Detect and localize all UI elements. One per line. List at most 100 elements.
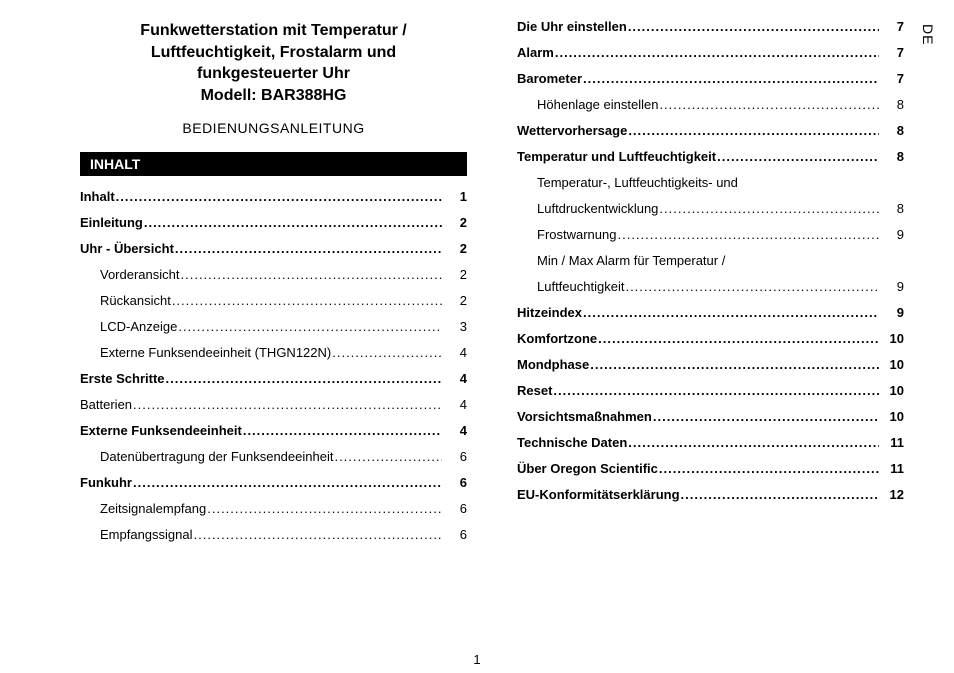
toc-label: Hitzeindex	[517, 306, 582, 319]
toc-page-number: 6	[443, 450, 467, 463]
toc-leader-dots	[166, 372, 442, 385]
toc-entry: Datenübertragung der Funksendeeinheit6	[80, 450, 467, 463]
toc-page-number: 11	[880, 462, 904, 475]
toc-label: Externe Funksendeeinheit	[80, 424, 242, 437]
toc-leader-dots	[681, 488, 879, 501]
toc-leader-dots	[598, 332, 879, 345]
title-line: Modell: BAR388HG	[80, 85, 467, 107]
toc-leader-dots	[659, 202, 879, 215]
toc-label: Komfortzone	[517, 332, 597, 345]
toc-page-number: 10	[880, 410, 904, 423]
toc-leader-dots	[144, 216, 442, 229]
toc-leader-dots	[617, 228, 879, 241]
toc-entry: Rückansicht 2	[80, 294, 467, 307]
toc-entry: Alarm 7	[517, 46, 904, 59]
toc-page-number: 10	[880, 332, 904, 345]
toc-page-number: 2	[443, 294, 467, 307]
toc-entry: Mondphase 10	[517, 358, 904, 371]
toc-label: Vorsichtsmaßnahmen	[517, 410, 652, 423]
toc-page-number: 8	[880, 98, 904, 111]
toc-page-number: 7	[880, 46, 904, 59]
toc-label: Empfangssignal	[80, 528, 193, 541]
product-title: Funkwetterstation mit Temperatur / Luftf…	[80, 20, 467, 106]
toc-leader-dots	[178, 320, 442, 333]
toc-entry: Uhr - Übersicht 2	[80, 242, 467, 255]
toc-leader-dots	[555, 46, 879, 59]
toc-entry: Inhalt1	[80, 190, 467, 203]
toc-page-number: 11	[880, 436, 904, 449]
toc-page-number: 2	[443, 268, 467, 281]
toc-leader-dots	[133, 476, 442, 489]
toc-label: Einleitung	[80, 216, 143, 229]
toc-leader-dots	[133, 398, 442, 411]
toc-label: Frostwarnung	[517, 228, 616, 241]
toc-page-number: 8	[880, 202, 904, 215]
toc-entry: Min / Max Alarm für Temperatur /	[517, 254, 904, 267]
toc-label: Höhenlage einstellen	[517, 98, 658, 111]
toc-entry: Externe Funksendeeinheit 4	[80, 424, 467, 437]
title-line: Luftfeuchtigkeit, Frostalarm und	[80, 42, 467, 64]
toc-leader-dots	[334, 450, 442, 463]
toc-entry: Luftfeuchtigkeit 9	[517, 280, 904, 293]
toc-label: Wettervorhersage	[517, 124, 627, 137]
toc-page-number: 8	[880, 150, 904, 163]
toc-entry: Zeitsignalempfang 6	[80, 502, 467, 515]
toc-page-number: 9	[880, 306, 904, 319]
toc-entry: Hitzeindex 9	[517, 306, 904, 319]
toc-label: Luftfeuchtigkeit	[517, 280, 624, 293]
page-number: 1	[0, 652, 954, 667]
toc-leader-dots	[207, 502, 442, 515]
toc-page-number: 8	[880, 124, 904, 137]
toc-entry: Erste Schritte 4	[80, 372, 467, 385]
toc-entry: Reset 10	[517, 384, 904, 397]
toc-leader-dots	[553, 384, 879, 397]
toc-entry: Über Oregon Scientific 11	[517, 462, 904, 475]
toc-entry: Temperatur und Luftfeuchtigkeit 8	[517, 150, 904, 163]
toc-label: Technische Daten	[517, 436, 627, 449]
toc-entry: EU-Konformitätserklärung 12	[517, 488, 904, 501]
toc-leader-dots	[625, 280, 879, 293]
toc-page-number: 1	[443, 190, 467, 203]
title-line: funkgesteuerter Uhr	[80, 63, 467, 85]
toc-entry: Frostwarnung 9	[517, 228, 904, 241]
toc-entry: Funkuhr 6	[80, 476, 467, 489]
toc-label: Alarm	[517, 46, 554, 59]
toc-leader-dots	[659, 98, 879, 111]
toc-page-number: 6	[443, 476, 467, 489]
toc-label: EU-Konformitätserklärung	[517, 488, 680, 501]
toc-entry: Die Uhr einstellen 7	[517, 20, 904, 33]
toc-label: Min / Max Alarm für Temperatur /	[517, 254, 725, 267]
toc-leader-dots	[659, 462, 879, 475]
toc-entry: Luftdruckentwicklung 8	[517, 202, 904, 215]
toc-label: Uhr - Übersicht	[80, 242, 174, 255]
right-column: Die Uhr einstellen 7Alarm 7Barometer 7Hö…	[517, 20, 904, 554]
toc-list-right: Die Uhr einstellen 7Alarm 7Barometer 7Hö…	[517, 20, 904, 501]
toc-leader-dots	[194, 528, 443, 541]
toc-label: Reset	[517, 384, 552, 397]
toc-label: Externe Funksendeeinheit (THGN122N)	[80, 346, 331, 359]
toc-page-number: 12	[880, 488, 904, 501]
toc-leader-dots	[243, 424, 442, 437]
title-line: Funkwetterstation mit Temperatur /	[80, 20, 467, 42]
toc-leader-dots	[332, 346, 442, 359]
toc-page-number: 7	[880, 72, 904, 85]
toc-page-number: 4	[443, 372, 467, 385]
toc-entry: Vorsichtsmaßnahmen 10	[517, 410, 904, 423]
toc-leader-dots	[116, 190, 442, 203]
toc-page-number: 4	[443, 398, 467, 411]
toc-page-number: 2	[443, 242, 467, 255]
toc-label: Batterien	[80, 398, 132, 411]
toc-label: Die Uhr einstellen	[517, 20, 627, 33]
toc-label: Barometer	[517, 72, 582, 85]
toc-label: Über Oregon Scientific	[517, 462, 658, 475]
toc-page-number: 6	[443, 528, 467, 541]
toc-leader-dots	[653, 410, 879, 423]
toc-label: Rückansicht	[80, 294, 171, 307]
toc-entry: Technische Daten 11	[517, 436, 904, 449]
toc-page-number: 3	[443, 320, 467, 333]
toc-label: LCD-Anzeige	[80, 320, 177, 333]
toc-page-number: 7	[880, 20, 904, 33]
toc-entry: Empfangssignal 6	[80, 528, 467, 541]
toc-leader-dots	[175, 242, 442, 255]
toc-page-number: 10	[880, 384, 904, 397]
